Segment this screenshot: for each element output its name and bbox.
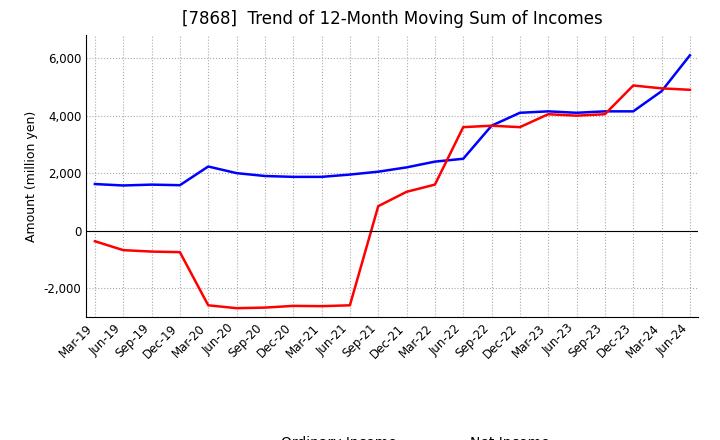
Net Income (233, 305, 241, 311)
Net Income (572, 113, 581, 118)
Ordinary Income (685, 53, 694, 58)
Net Income (402, 189, 411, 194)
Ordinary Income (148, 182, 156, 187)
Ordinary Income (459, 156, 467, 161)
Ordinary Income (204, 164, 212, 169)
Ordinary Income (600, 109, 609, 114)
Ordinary Income (176, 183, 184, 188)
Net Income (346, 303, 354, 308)
Net Income (516, 125, 524, 130)
Net Income (629, 83, 637, 88)
Ordinary Income (119, 183, 127, 188)
Net Income (261, 305, 269, 310)
Ordinary Income (657, 88, 666, 94)
Net Income (685, 87, 694, 92)
Net Income (148, 249, 156, 254)
Net Income (204, 303, 212, 308)
Ordinary Income (544, 109, 552, 114)
Ordinary Income (289, 174, 297, 180)
Net Income (431, 182, 439, 187)
Net Income (600, 112, 609, 117)
Net Income (119, 247, 127, 253)
Ordinary Income (91, 181, 99, 187)
Net Income (176, 249, 184, 255)
Net Income (459, 125, 467, 130)
Ordinary Income (572, 110, 581, 115)
Ordinary Income (374, 169, 382, 174)
Net Income (318, 304, 326, 309)
Net Income (289, 303, 297, 308)
Net Income (544, 112, 552, 117)
Ordinary Income (318, 174, 326, 180)
Ordinary Income (402, 165, 411, 170)
Line: Ordinary Income: Ordinary Income (95, 55, 690, 186)
Title: [7868]  Trend of 12-Month Moving Sum of Incomes: [7868] Trend of 12-Month Moving Sum of I… (182, 10, 603, 28)
Ordinary Income (431, 159, 439, 164)
Legend: Ordinary Income, Net Income: Ordinary Income, Net Income (230, 431, 555, 440)
Ordinary Income (346, 172, 354, 177)
Ordinary Income (487, 123, 496, 128)
Net Income (374, 204, 382, 209)
Net Income (487, 123, 496, 128)
Line: Net Income: Net Income (95, 85, 690, 308)
Net Income (91, 238, 99, 244)
Net Income (657, 86, 666, 91)
Ordinary Income (233, 170, 241, 176)
Ordinary Income (629, 109, 637, 114)
Y-axis label: Amount (million yen): Amount (million yen) (25, 110, 38, 242)
Ordinary Income (261, 173, 269, 179)
Ordinary Income (516, 110, 524, 115)
